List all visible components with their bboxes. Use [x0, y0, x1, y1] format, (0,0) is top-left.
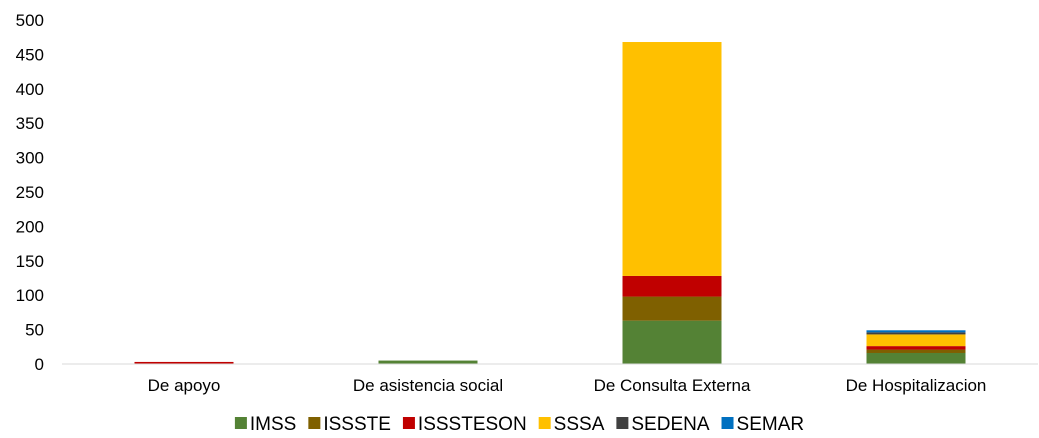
bar-segment-imss-2: [622, 320, 722, 364]
y-tick-label: 500: [16, 11, 44, 30]
legend-swatch: [721, 417, 734, 429]
legend-label: ISSSTESON: [418, 414, 527, 435]
y-tick-label: 250: [16, 183, 44, 202]
bar-segment-isssteson-3: [866, 346, 966, 350]
y-tick-label: 150: [16, 252, 44, 271]
legend-swatch: [234, 417, 247, 429]
bar-segment-imss-3: [866, 352, 966, 364]
y-tick-label: 400: [16, 80, 44, 99]
legend-swatch: [538, 417, 551, 429]
bar-segment-sedena-3: [866, 332, 966, 335]
legend-item-semar: SEMAR: [721, 414, 805, 435]
legend-label: IMSS: [250, 414, 296, 435]
bars-group: [134, 42, 966, 364]
bar-segment-imss-1: [378, 360, 478, 364]
x-category-label: De apoyo: [148, 376, 221, 395]
y-tick-label: 50: [25, 321, 44, 340]
bar-segment-isssteson-2: [622, 275, 722, 297]
legend-label: ISSSTE: [323, 414, 391, 435]
y-tick-label: 200: [16, 217, 44, 236]
x-category-label: De Consulta Externa: [594, 376, 751, 395]
bar-segment-isssteson-0: [134, 361, 234, 364]
legend-swatch: [308, 417, 321, 429]
legend-swatch: [616, 417, 629, 429]
y-tick-label: 450: [16, 45, 44, 64]
legend-label: SEMAR: [737, 414, 805, 435]
bar-segment-issste-3: [866, 349, 966, 353]
y-tick-label: 0: [35, 355, 44, 374]
legend-item-sedena: SEDENA: [616, 414, 710, 435]
y-tick-label: 300: [16, 149, 44, 168]
legend-swatch: [402, 417, 415, 429]
legend-label: SEDENA: [631, 414, 709, 435]
x-axis-labels: De apoyo De asistencia social De Consulta …: [148, 376, 987, 395]
bar-segment-sssa-2: [622, 42, 722, 276]
legend-item-imss: IMSS: [234, 414, 296, 435]
bar-segment-issste-2: [622, 296, 722, 321]
x-category-label: De asistencia social: [353, 376, 503, 395]
legend-label: SSSA: [554, 414, 605, 435]
legend-item-isssteson: ISSSTESON: [402, 414, 527, 435]
y-tick-label: 100: [16, 286, 44, 305]
bar-segment-semar-3: [866, 330, 966, 333]
bar-segment-sssa-3: [866, 334, 966, 347]
legend-item-issste: ISSSTE: [308, 414, 391, 435]
y-axis: 0 50 100 150 200 250 300 350 400 450 500: [16, 11, 44, 374]
x-category-label: De Hospitalizacion: [846, 376, 987, 395]
legend: IMSS ISSSTE ISSSTESON SSSA SEDENA SEMAR: [234, 414, 805, 435]
y-tick-label: 350: [16, 114, 44, 133]
legend-item-sssa: SSSA: [538, 414, 605, 435]
